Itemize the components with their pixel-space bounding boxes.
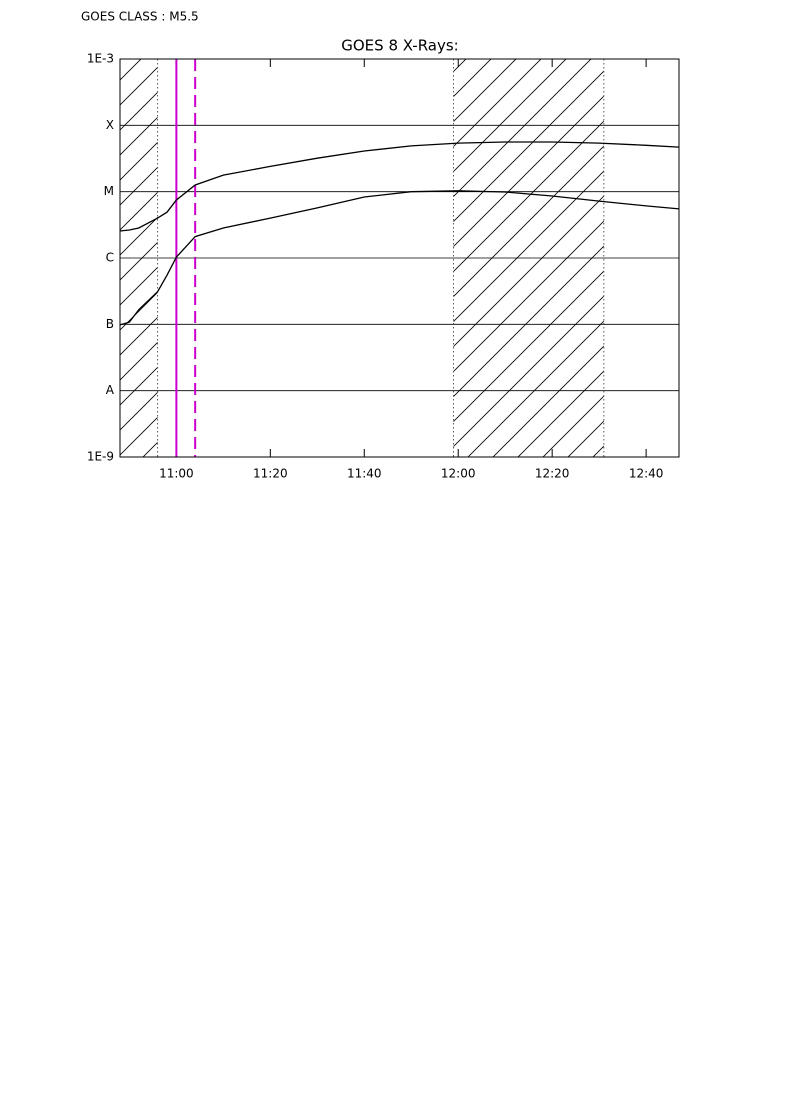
- x-tick-label: 12:00: [441, 467, 476, 481]
- flux-line: [119, 141, 680, 232]
- x-tick-label: 11:40: [347, 467, 382, 481]
- flux-line: [119, 190, 680, 326]
- y-tick-label: 1E-9: [87, 450, 114, 464]
- x-tick-label: 11:00: [159, 467, 194, 481]
- x-tick-label: 12:40: [629, 467, 664, 481]
- chart-title: GOES 8 X-Rays:: [341, 37, 458, 55]
- y-tick-label: X: [106, 118, 114, 132]
- y-tick-label: A: [106, 383, 115, 397]
- goes-class: GOES CLASS : M5.5: [81, 10, 199, 24]
- y-tick-label: 1E-3: [87, 52, 114, 66]
- x-tick-label: 11:20: [253, 467, 288, 481]
- y-tick-label: M: [104, 184, 114, 198]
- y-tick-label: C: [106, 251, 114, 265]
- plot-frame: [119, 58, 680, 458]
- x-tick-label: 12:20: [535, 467, 570, 481]
- y-tick-label: B: [106, 317, 114, 331]
